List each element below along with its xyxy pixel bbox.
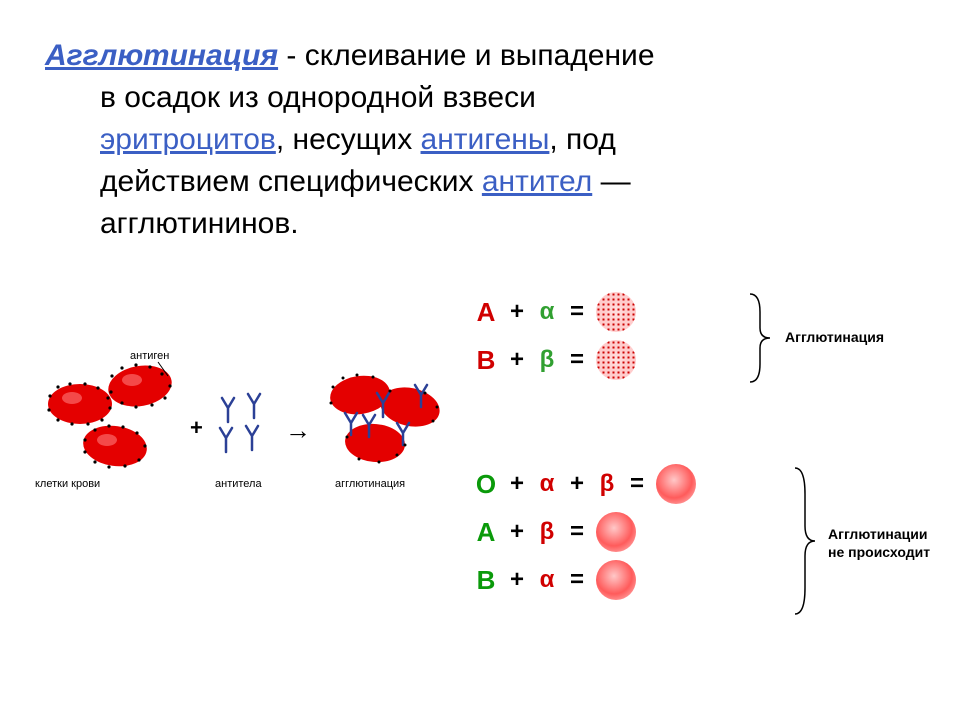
agglutinin-greek: α: [532, 470, 562, 498]
result-no-agglutination: [596, 560, 636, 600]
def-text-2: , несущих: [276, 123, 421, 156]
link-antibodies[interactable]: антител: [482, 165, 592, 198]
operator: +: [502, 518, 532, 546]
agglutinin-greek: β: [592, 470, 622, 498]
agglutination-cluster: [315, 365, 455, 480]
antigen-letter: O: [470, 469, 502, 500]
operator: =: [562, 518, 592, 546]
agglutinin-greek: β: [532, 518, 562, 546]
def-text-0: - склеивание и выпадение: [278, 39, 654, 72]
brace-top: [745, 292, 775, 384]
definition-block: Агглютинация - склеивание и выпадение в …: [45, 35, 915, 245]
operator: =: [562, 346, 592, 374]
brace-label-bottom: Агглютинации не происходит: [828, 525, 930, 561]
equations-block: A+α=B+β=O+α+β=A+β=B+α= Агглютинация Аггл…: [470, 290, 940, 606]
agglutinin-greek: β: [532, 346, 562, 374]
antibody-group: [210, 390, 280, 460]
def-text-5: —: [592, 165, 630, 198]
plus-symbol: +: [190, 415, 203, 441]
def-text-3: , под: [549, 123, 615, 156]
result-no-agglutination: [596, 512, 636, 552]
operator: +: [502, 298, 532, 326]
def-text-4: действием специфических: [100, 165, 482, 198]
label-antibody: антитела: [215, 478, 262, 490]
antigen-letter: B: [470, 565, 502, 596]
operator: +: [502, 470, 532, 498]
operator: =: [562, 566, 592, 594]
agglutinin-greek: α: [532, 298, 562, 326]
def-text-6: агглютининов.: [100, 207, 299, 240]
operator: =: [562, 298, 592, 326]
def-text-1: в осадок из однородной взвеси: [100, 81, 536, 114]
brace-label-top: Агглютинация: [785, 328, 884, 346]
operator: +: [502, 346, 532, 374]
term-main: Агглютинация: [45, 39, 278, 72]
arrow-symbol: →: [285, 415, 311, 446]
antigen-letter: A: [470, 297, 502, 328]
result-no-agglutination: [656, 464, 696, 504]
equation-row: O+α+β=: [470, 462, 940, 506]
antigen-letter: A: [470, 517, 502, 548]
operator: +: [502, 566, 532, 594]
link-erythrocytes[interactable]: эритроцитов: [100, 123, 276, 156]
brace-bottom: [790, 466, 820, 616]
result-agglutination: [596, 292, 636, 332]
operator: +: [562, 470, 592, 498]
result-agglutination: [596, 340, 636, 380]
label-cells: клетки крови: [35, 478, 100, 490]
label-result: агглютинация: [335, 478, 405, 490]
link-antigens[interactable]: антигены: [421, 123, 550, 156]
equation-row: B+α=: [470, 558, 940, 602]
brace-label-bottom-2: не происходит: [828, 544, 930, 560]
antigen-letter: B: [470, 345, 502, 376]
agglutinin-greek: α: [532, 566, 562, 594]
arrow-antigen: [150, 360, 170, 380]
operator: =: [622, 470, 652, 498]
brace-label-bottom-1: Агглютинации: [828, 526, 927, 542]
left-diagram: антиген клетки крови + антитела →: [35, 360, 455, 540]
cell-3: [75, 420, 155, 472]
